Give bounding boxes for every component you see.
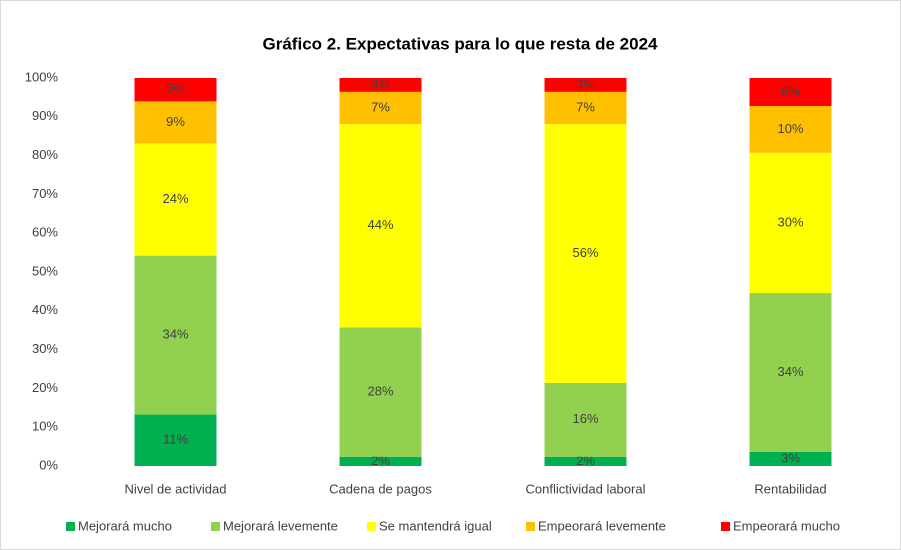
data-label: 30% [777, 214, 803, 229]
data-label: 34% [162, 327, 188, 342]
bar-segment [339, 91, 422, 125]
data-label: 16% [572, 411, 598, 426]
y-tick-label: 70% [32, 186, 58, 201]
data-label: 5% [166, 81, 185, 96]
bar-segment [544, 91, 627, 125]
bar-segment [749, 78, 832, 107]
bar-segment [749, 451, 832, 466]
data-label: 44% [367, 217, 393, 232]
y-tick-label: 0% [39, 457, 58, 472]
x-tick-label: Conflictividad laboral [526, 481, 646, 496]
bar-segment [749, 152, 832, 294]
bar-segment [339, 327, 422, 457]
data-label: 3% [371, 76, 390, 91]
legend-swatch [211, 522, 220, 531]
y-tick-label: 60% [32, 225, 58, 240]
y-tick-label: 90% [32, 108, 58, 123]
legend-swatch [721, 522, 730, 531]
bar-segment [339, 124, 422, 328]
bar-segment [339, 456, 422, 466]
legend-swatch [526, 522, 535, 531]
data-label: 11% [163, 432, 188, 447]
data-label: 7% [371, 99, 390, 114]
y-tick-label: 40% [32, 302, 58, 317]
bar-segment [134, 101, 217, 144]
bar-segment [134, 78, 217, 102]
data-label: 24% [162, 191, 188, 206]
data-label: 3% [781, 450, 800, 465]
bar-segment [134, 143, 217, 256]
bar-segment [134, 255, 217, 415]
data-label: 7% [576, 99, 595, 114]
x-tick-label: Rentabilidad [754, 481, 826, 496]
data-label: 3% [576, 76, 595, 91]
legend-label: Empeorará mucho [733, 518, 840, 533]
y-tick-label: 80% [32, 147, 58, 162]
x-tick-label: Nivel de actividad [125, 481, 227, 496]
y-tick-label: 30% [32, 341, 58, 356]
legend-label: Mejorará mucho [78, 518, 172, 533]
bar-segment [749, 293, 832, 452]
legend-label: Mejorará levemente [223, 518, 338, 533]
bar-segment [134, 414, 217, 466]
bar-segment [339, 78, 422, 92]
data-label: 34% [777, 364, 803, 379]
bar-segment [544, 456, 627, 466]
bar-segment [544, 78, 627, 92]
y-tick-label: 50% [32, 263, 58, 278]
chart-title: Gráfico 2. Expectativas para lo que rest… [263, 34, 659, 53]
legend-swatch [367, 522, 376, 531]
bar-segment [544, 124, 627, 383]
data-label: 28% [367, 384, 393, 399]
legend-label: Empeorará levemente [538, 518, 666, 533]
x-tick-label: Cadena de pagos [329, 481, 432, 496]
data-label: 6% [781, 83, 800, 98]
y-tick-label: 10% [32, 419, 58, 434]
data-label: 9% [166, 114, 185, 129]
legend-swatch [66, 522, 75, 531]
data-label: 10% [777, 121, 803, 136]
y-tick-label: 20% [32, 380, 58, 395]
bar-segment [749, 106, 832, 153]
data-label: 56% [572, 245, 598, 260]
y-tick-label: 100% [25, 69, 59, 84]
bar-segment [544, 382, 627, 457]
legend-label: Se mantendrá igual [379, 518, 492, 533]
